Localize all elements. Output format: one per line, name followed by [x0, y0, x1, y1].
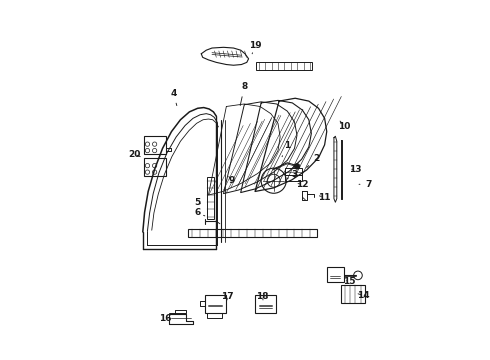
- Bar: [285, 168, 302, 175]
- Text: 16: 16: [159, 314, 171, 323]
- Bar: [207, 314, 222, 318]
- Bar: [188, 229, 317, 237]
- Text: 5: 5: [195, 198, 201, 207]
- Bar: [144, 158, 166, 176]
- Bar: [256, 62, 313, 69]
- Text: 15: 15: [343, 276, 355, 285]
- Text: 14: 14: [357, 291, 369, 300]
- Bar: [207, 177, 214, 220]
- Text: 4: 4: [170, 89, 177, 105]
- Bar: [327, 267, 344, 282]
- Text: 7: 7: [359, 180, 372, 189]
- Text: 3: 3: [287, 170, 297, 179]
- Bar: [255, 295, 276, 314]
- Text: 11: 11: [318, 193, 330, 202]
- Text: 8: 8: [240, 82, 247, 105]
- Bar: [285, 175, 302, 181]
- Text: 10: 10: [339, 121, 351, 131]
- Text: 13: 13: [349, 165, 362, 174]
- Text: 17: 17: [221, 292, 234, 301]
- Bar: [341, 285, 366, 303]
- Text: 20: 20: [128, 150, 141, 159]
- Text: 1: 1: [282, 141, 291, 157]
- Bar: [205, 295, 225, 314]
- Text: 12: 12: [296, 180, 309, 189]
- Circle shape: [294, 163, 300, 169]
- Text: 2: 2: [307, 154, 320, 167]
- Text: 6: 6: [195, 208, 205, 217]
- Text: 9: 9: [228, 176, 235, 185]
- Text: 19: 19: [249, 41, 261, 54]
- Text: 18: 18: [256, 292, 269, 301]
- Bar: [144, 135, 166, 154]
